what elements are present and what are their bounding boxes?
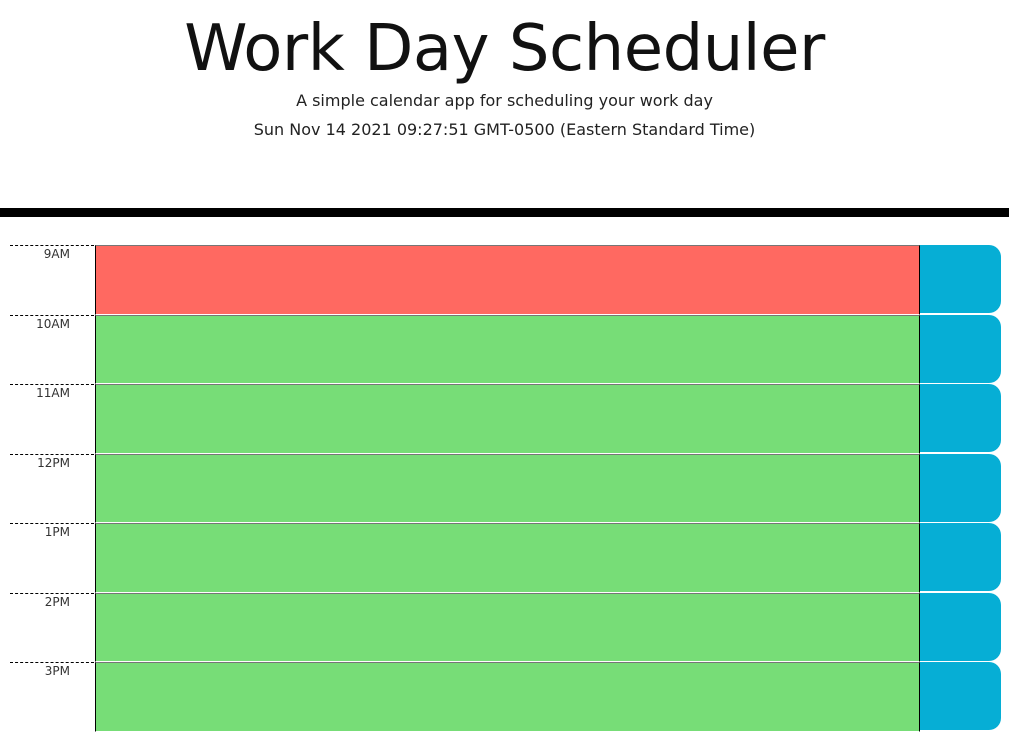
event-description-input[interactable] bbox=[95, 592, 920, 662]
save-button[interactable] bbox=[920, 245, 1001, 313]
hour-column: 2PM bbox=[10, 592, 94, 663]
save-button[interactable] bbox=[920, 662, 1001, 730]
timeblock-list: 9AM 10AM 11AM 12PM 1PM 2PM bbox=[0, 245, 1009, 732]
hour-column: 11AM bbox=[10, 384, 94, 454]
timeblock-row: 3PM bbox=[0, 662, 1009, 732]
hour-column: 12PM bbox=[10, 453, 94, 524]
current-date: Sun Nov 14 2021 09:27:51 GMT-0500 (Easte… bbox=[253, 120, 756, 139]
hour-label: 11AM bbox=[36, 386, 70, 400]
save-button[interactable] bbox=[920, 314, 1001, 383]
event-description-input[interactable] bbox=[95, 245, 920, 315]
timeblock-row: 2PM bbox=[0, 592, 1009, 663]
save-button[interactable] bbox=[920, 453, 1001, 522]
page-title: Work Day Scheduler bbox=[184, 12, 825, 86]
save-button[interactable] bbox=[920, 523, 1001, 591]
hour-label: 9AM bbox=[43, 247, 70, 261]
timeblock-row: 11AM bbox=[0, 384, 1009, 454]
hour-label: 3PM bbox=[44, 664, 70, 678]
timeblock-row: 10AM bbox=[0, 314, 1009, 385]
page-subtitle: A simple calendar app for scheduling you… bbox=[296, 91, 713, 110]
event-description-input[interactable] bbox=[95, 384, 920, 454]
timeblock-row: 12PM bbox=[0, 453, 1009, 524]
timeblock-row: 9AM bbox=[0, 245, 1009, 315]
save-button[interactable] bbox=[920, 592, 1001, 661]
hour-column: 1PM bbox=[10, 523, 94, 593]
save-button[interactable] bbox=[920, 384, 1001, 452]
timeblock-row: 1PM bbox=[0, 523, 1009, 593]
event-description-input[interactable] bbox=[95, 453, 920, 523]
hour-column: 10AM bbox=[10, 314, 94, 385]
header-divider bbox=[0, 208, 1009, 217]
hour-label: 1PM bbox=[44, 525, 70, 539]
hour-column: 9AM bbox=[10, 245, 94, 315]
hour-column: 3PM bbox=[10, 662, 94, 732]
hour-label: 10AM bbox=[36, 316, 70, 331]
event-description-input[interactable] bbox=[95, 314, 920, 384]
hour-label: 12PM bbox=[37, 455, 70, 470]
event-description-input[interactable] bbox=[95, 523, 920, 593]
event-description-input[interactable] bbox=[95, 662, 920, 732]
hour-label: 2PM bbox=[44, 594, 70, 609]
